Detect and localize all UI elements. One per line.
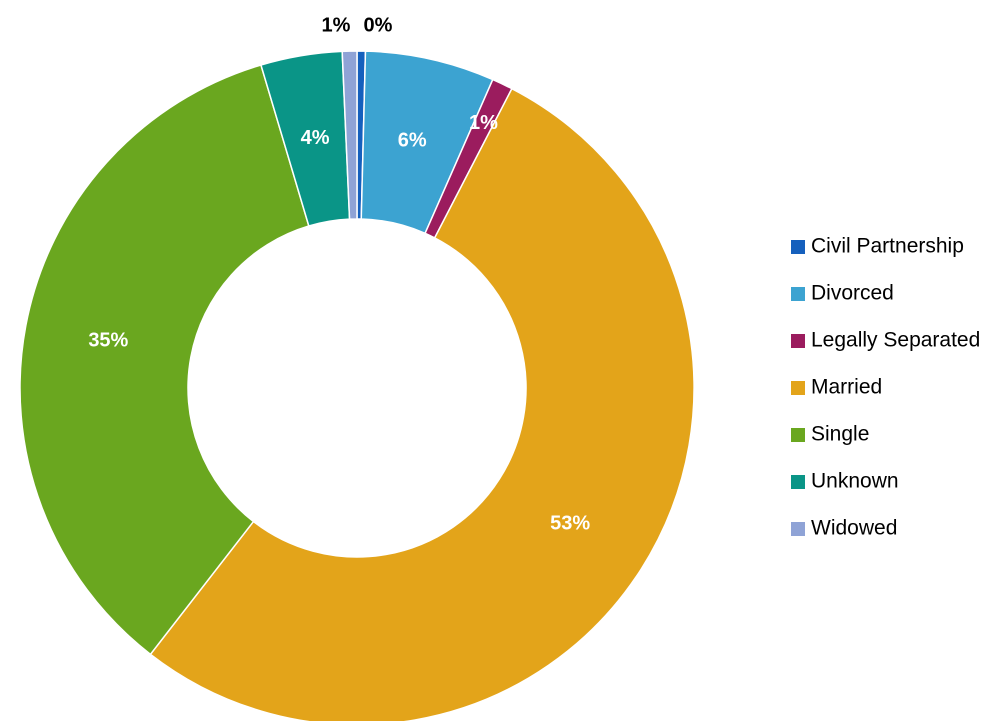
slice-label-widowed: 1% (322, 14, 351, 36)
legend-swatch (791, 428, 805, 442)
slice-label-civil-partnership: 0% (364, 14, 393, 36)
legend-label: Divorced (811, 282, 894, 305)
legend-label: Married (811, 376, 882, 399)
slice-label-married: 53% (550, 513, 590, 535)
slice-labels: 0% 6% 1% 53% 35% 4% 1% (88, 14, 590, 534)
legend-label: Unknown (811, 470, 899, 493)
legend-swatch (791, 522, 805, 536)
legend-swatch (791, 287, 805, 301)
legend-label: Single (811, 423, 869, 446)
legend-label: Widowed (811, 517, 897, 540)
legend-label: Civil Partnership (811, 235, 964, 258)
legend-item: Legally Separated (791, 329, 980, 352)
slice-widowed (341, 50, 358, 220)
legend-swatch (791, 240, 805, 254)
legend-item: Single (791, 423, 869, 446)
legend-label: Legally Separated (811, 329, 980, 352)
legend-swatch (791, 334, 805, 348)
legend-item: Civil Partnership (791, 235, 964, 258)
legend-item: Married (791, 376, 882, 399)
legend: Civil Partnership Divorced Legally Separat… (791, 235, 980, 540)
slice-single (19, 64, 310, 656)
legend-item: Unknown (791, 470, 899, 493)
slice-married (149, 87, 695, 721)
legend-item: Widowed (791, 517, 897, 540)
legend-item: Divorced (791, 282, 894, 305)
slice-label-single: 35% (88, 330, 128, 352)
slice-label-divorced: 6% (398, 129, 427, 151)
legend-swatch (791, 475, 805, 489)
slice-label-unknown: 4% (301, 127, 330, 149)
legend-swatch (791, 381, 805, 395)
donut-slices (19, 50, 695, 721)
slice-label-legally-separated: 1% (469, 112, 498, 134)
